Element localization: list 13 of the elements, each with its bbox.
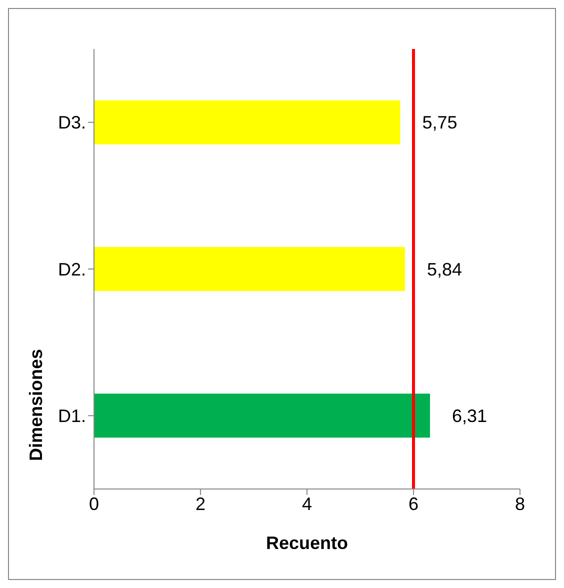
data-label: 5,84	[426, 259, 462, 280]
x-tick-label: 6	[408, 494, 419, 514]
data-label: 5,75	[422, 112, 458, 133]
x-tick-label: 0	[88, 494, 100, 514]
x-tick-label: 8	[514, 494, 526, 514]
y-tick-label: D2.	[58, 259, 86, 280]
y-tick-label: D3.	[58, 112, 86, 133]
x-tick-label: 2	[195, 494, 206, 514]
x-axis-title: Recuento	[266, 533, 348, 553]
x-tick-label: 4	[302, 494, 312, 514]
y-axis-title: Dimensiones	[26, 348, 46, 461]
y-tick-label: D1.	[58, 406, 86, 426]
data-label: 6,31	[452, 406, 488, 426]
